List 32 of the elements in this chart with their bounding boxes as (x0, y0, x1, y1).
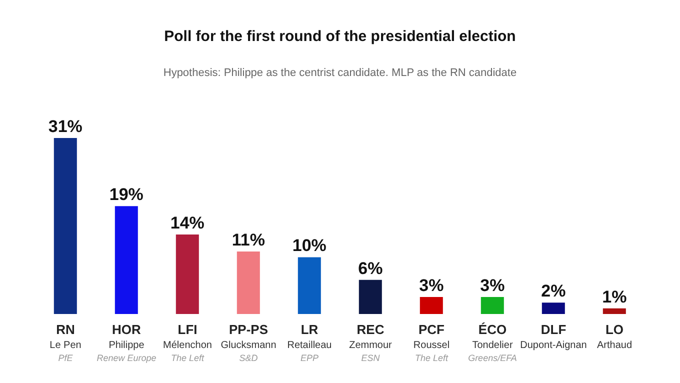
data-label: 6% (358, 258, 383, 278)
bar (236, 252, 260, 314)
x-tick-label: HOR Philippe Renew Europe (96, 322, 156, 363)
bar (542, 302, 565, 314)
x-tick-label: PCF Roussel The Left (413, 322, 450, 363)
chart-subtitle: Hypothesis: Philippe as the centrist candidate. MLP as the RN candidate (162, 67, 518, 79)
x-tick-label: LO Arthaud (596, 322, 632, 351)
bar (176, 234, 199, 314)
x-tick-label: LFI Mélenchon The Left (163, 322, 212, 363)
data-label: 14% (170, 214, 204, 233)
bar (114, 206, 138, 314)
bar (420, 296, 443, 314)
data-label: 19% (109, 185, 144, 204)
x-tick-label: REC Zemmour ESN (349, 322, 393, 363)
bar (602, 308, 626, 314)
bar (358, 280, 382, 314)
data-label: 2% (541, 282, 566, 301)
data-label: 11% (232, 230, 265, 250)
x-tick-label: RN Le Pen PfE (50, 322, 82, 363)
data-label: 10% (292, 236, 326, 256)
chart-title: Poll for the first round of the presidential election (163, 28, 517, 45)
bar (480, 296, 504, 314)
bar (298, 257, 321, 314)
x-tick-label: DLF Dupont-Aignan (520, 322, 587, 351)
data-label: 3% (419, 276, 444, 295)
x-tick-label: LR Retailleau EPP (287, 322, 332, 363)
data-label: 3% (480, 276, 505, 295)
data-label: 31% (48, 117, 82, 136)
data-label: 1% (602, 287, 627, 306)
bar (54, 138, 77, 314)
x-tick-label: PP-PS Glucksmann S&D (220, 322, 276, 363)
x-tick-label: ÉCO Tondelier Greens/EFA (468, 322, 517, 363)
